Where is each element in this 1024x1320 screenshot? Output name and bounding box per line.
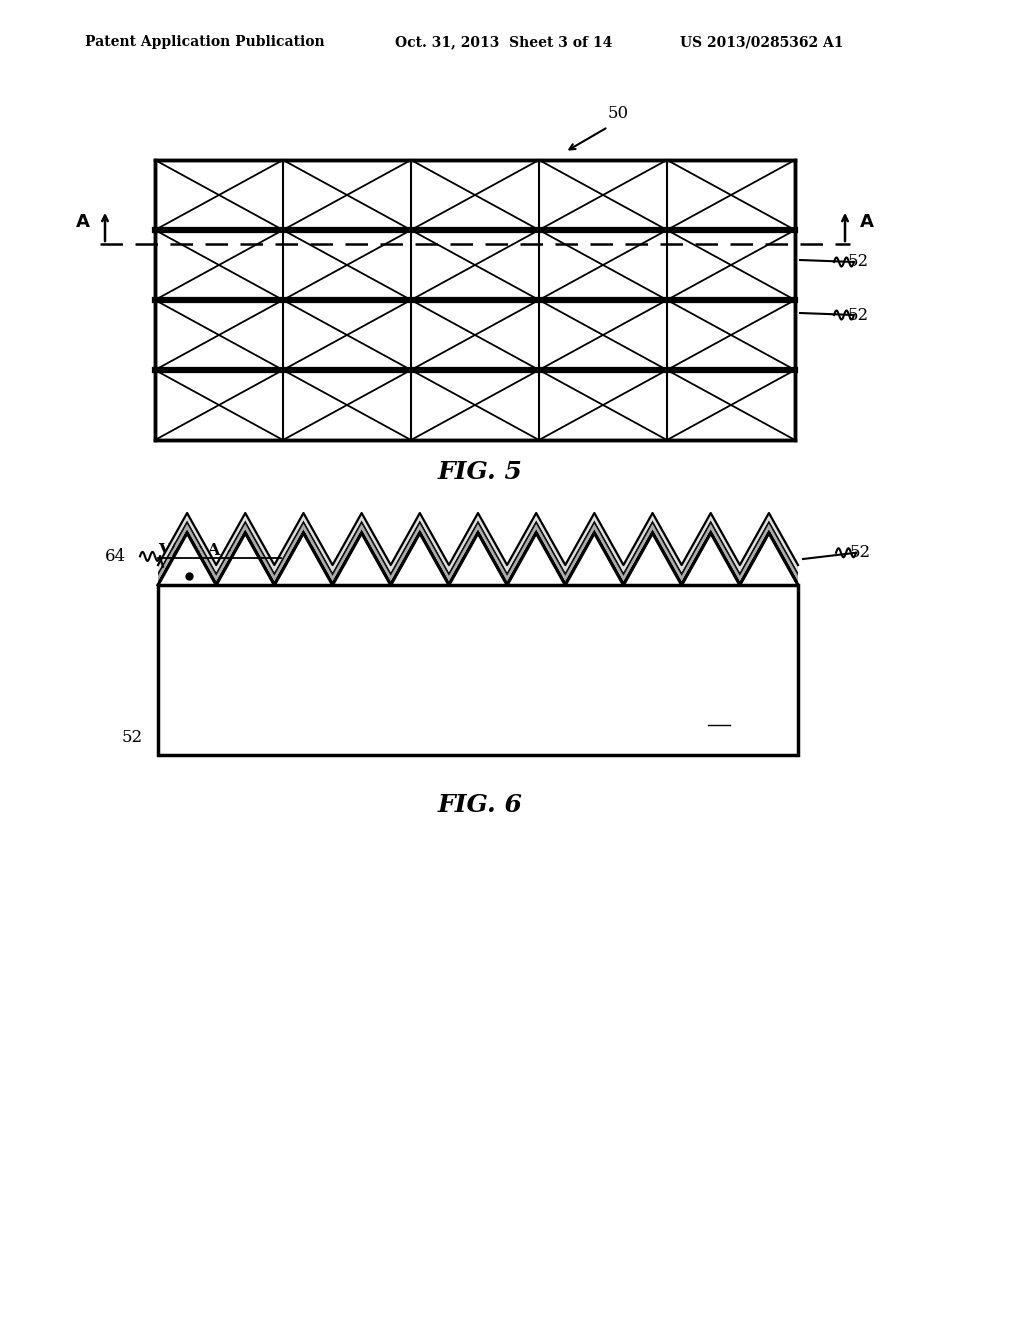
Text: 52: 52 <box>122 729 143 746</box>
Text: Oct. 31, 2013  Sheet 3 of 14: Oct. 31, 2013 Sheet 3 of 14 <box>395 36 612 49</box>
Polygon shape <box>158 529 798 585</box>
Text: FIG. 5: FIG. 5 <box>437 459 522 484</box>
Text: 50: 50 <box>608 106 629 121</box>
Polygon shape <box>158 513 798 572</box>
Text: US 2013/0285362 A1: US 2013/0285362 A1 <box>680 36 844 49</box>
Text: FIG. 6: FIG. 6 <box>437 793 522 817</box>
Polygon shape <box>158 520 798 576</box>
Text: 52: 52 <box>848 253 869 271</box>
Polygon shape <box>158 533 798 755</box>
Text: View A - A: View A - A <box>158 543 252 558</box>
Text: 64: 64 <box>104 548 126 565</box>
Bar <box>155 160 795 440</box>
Text: 52: 52 <box>850 544 871 561</box>
Text: A: A <box>860 213 873 231</box>
Text: A: A <box>76 213 90 231</box>
Polygon shape <box>158 524 798 581</box>
Bar <box>158 585 798 755</box>
Text: 61: 61 <box>708 709 729 726</box>
Text: 52: 52 <box>848 306 869 323</box>
Text: Patent Application Publication: Patent Application Publication <box>85 36 325 49</box>
Bar <box>158 585 798 755</box>
